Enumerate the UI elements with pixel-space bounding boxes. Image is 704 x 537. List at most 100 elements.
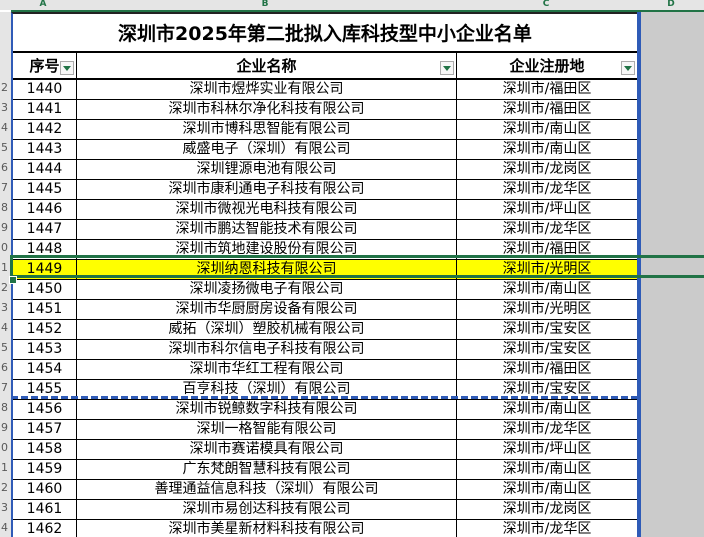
- cell-serial[interactable]: 1449: [13, 260, 77, 279]
- cell-company-name[interactable]: 深圳市华红工程有限公司: [77, 360, 457, 379]
- cell-company-name[interactable]: 深圳市美星新材料科技有限公司: [77, 520, 457, 537]
- header-cell-company-name[interactable]: 企业名称: [77, 53, 457, 78]
- cell-registration-place[interactable]: 深圳市/南山区: [502, 281, 592, 297]
- cell-company-name[interactable]: 深圳一格智能有限公司: [77, 420, 457, 439]
- cell-serial[interactable]: 1448: [13, 240, 77, 259]
- filter-dropdown-button[interactable]: [440, 61, 454, 75]
- cell-registration-place[interactable]: 深圳市/宝安区: [502, 341, 592, 357]
- cell-company-name[interactable]: 深圳锂源电池有限公司: [77, 160, 457, 179]
- cell-serial[interactable]: 1450: [13, 280, 77, 299]
- cell-serial[interactable]: 1440: [13, 80, 77, 99]
- row-header-number[interactable]: 2: [1, 81, 8, 94]
- cell-serial[interactable]: 1457: [13, 420, 77, 439]
- column-letter-d[interactable]: D: [667, 0, 675, 9]
- cell-company-name[interactable]: 深圳市煜烨实业有限公司: [77, 80, 457, 99]
- cell-registration-place[interactable]: 深圳市/福田区: [502, 241, 592, 257]
- cell-serial[interactable]: 1462: [13, 520, 77, 537]
- cell-registration-place[interactable]: 深圳市/南山区: [502, 481, 592, 497]
- cell-registration-place[interactable]: 深圳市/龙华区: [502, 421, 592, 437]
- row-header-number[interactable]: 3: [1, 501, 8, 514]
- cell-company-name[interactable]: 深圳市华厨厨房设备有限公司: [77, 300, 457, 319]
- cell-company-name[interactable]: 善理通益信息科技（深圳）有限公司: [77, 480, 457, 499]
- cell-company-name[interactable]: 深圳市科林尔净化科技有限公司: [77, 100, 457, 119]
- cell-registration-place[interactable]: 深圳市/南山区: [502, 141, 592, 157]
- cell-serial[interactable]: 1459: [13, 460, 77, 479]
- cell-registration-place[interactable]: 深圳市/坪山区: [502, 441, 592, 457]
- cell-registration-place[interactable]: 深圳市/龙岗区: [502, 501, 592, 517]
- cell-serial[interactable]: 1453: [13, 340, 77, 359]
- cell-registration-place[interactable]: 深圳市/光明区: [457, 260, 637, 279]
- row-header-number[interactable]: 9: [1, 221, 8, 234]
- cell-serial[interactable]: 1460: [13, 480, 77, 499]
- cell-registration-place[interactable]: 深圳市/龙华区: [502, 521, 592, 537]
- row-header-number[interactable]: 3: [1, 101, 8, 114]
- sheet-title-cell[interactable]: 深圳市2025年第二批拟入库科技型中小企业名单: [13, 14, 637, 53]
- selection-fill-handle[interactable]: [9, 276, 17, 284]
- cell-company-name[interactable]: 深圳市易创达科技有限公司: [77, 500, 457, 519]
- cell-company-name[interactable]: 深圳市微视光电科技有限公司: [77, 200, 457, 219]
- row-header-number[interactable]: 6: [1, 161, 8, 174]
- cell-registration-place[interactable]: 深圳市/龙岗区: [502, 161, 592, 177]
- cell-registration-place[interactable]: 深圳市/坪山区: [502, 201, 592, 217]
- cell-registration-place[interactable]: 深圳市/龙华区: [502, 221, 592, 237]
- cell-serial[interactable]: 1454: [13, 360, 77, 379]
- cell-serial[interactable]: 1447: [13, 220, 77, 239]
- cell-serial[interactable]: 1446: [13, 200, 77, 219]
- row-header-number[interactable]: 7: [1, 181, 8, 194]
- cell-company-name[interactable]: 威盛电子（深圳）有限公司: [77, 140, 457, 159]
- cell-serial[interactable]: 1455: [13, 380, 77, 399]
- row-header-number[interactable]: 7: [1, 381, 8, 394]
- cell-company-name[interactable]: 威拓（深圳）塑胶机械有限公司: [77, 320, 457, 339]
- row-header-number[interactable]: 5: [1, 341, 8, 354]
- row-header-number[interactable]: 2: [1, 481, 8, 494]
- cell-registration-place[interactable]: 深圳市/福田区: [502, 361, 592, 377]
- cell-registration-place[interactable]: 深圳市/宝安区: [502, 381, 592, 397]
- cell-company-name[interactable]: 广东梵朗智慧科技有限公司: [77, 460, 457, 479]
- column-letter-c[interactable]: C: [542, 0, 550, 9]
- cell-serial[interactable]: 1443: [13, 140, 77, 159]
- row-header-number[interactable]: 4: [1, 521, 8, 534]
- cell-company-name[interactable]: 深圳市科尔信电子科技有限公司: [77, 340, 457, 359]
- cell-serial[interactable]: 1441: [13, 100, 77, 119]
- cell-serial[interactable]: 1442: [13, 120, 77, 139]
- row-header-number[interactable]: 4: [1, 121, 8, 134]
- row-header-number[interactable]: 0: [1, 241, 8, 254]
- cell-company-name[interactable]: 深圳市鹏达智能技术有限公司: [77, 220, 457, 239]
- cell-registration-place[interactable]: 深圳市/福田区: [502, 81, 592, 97]
- cell-registration-place[interactable]: 深圳市/龙华区: [502, 181, 592, 197]
- cell-registration-place[interactable]: 深圳市/南山区: [502, 461, 592, 477]
- row-header-number[interactable]: 6: [1, 361, 8, 374]
- row-header-number[interactable]: 8: [1, 201, 8, 214]
- header-cell-serial[interactable]: 序号: [13, 53, 77, 78]
- row-header-number[interactable]: 3: [1, 301, 8, 314]
- cell-serial[interactable]: 1451: [13, 300, 77, 319]
- header-cell-registration-place[interactable]: 企业注册地: [457, 53, 637, 78]
- cell-registration-place[interactable]: 深圳市/南山区: [502, 401, 592, 417]
- column-letter-b[interactable]: B: [261, 0, 269, 9]
- cell-registration-place[interactable]: 深圳市/南山区: [502, 121, 592, 137]
- cell-serial[interactable]: 1461: [13, 500, 77, 519]
- cell-registration-place[interactable]: 深圳市/光明区: [502, 301, 592, 317]
- cell-serial[interactable]: 1458: [13, 440, 77, 459]
- row-header-number[interactable]: 1: [1, 261, 8, 274]
- cell-company-name[interactable]: 深圳纳恩科技有限公司: [77, 260, 457, 279]
- row-header-number[interactable]: 4: [1, 321, 8, 334]
- row-header-number[interactable]: 1: [1, 461, 8, 474]
- filter-dropdown-button[interactable]: [60, 61, 74, 75]
- cell-registration-place[interactable]: 深圳市/福田区: [502, 101, 592, 117]
- filter-dropdown-button[interactable]: [621, 61, 635, 75]
- cell-company-name[interactable]: 深圳市赛诺模具有限公司: [77, 440, 457, 459]
- cell-company-name[interactable]: 深圳市筑地建设股份有限公司: [77, 240, 457, 259]
- cell-company-name[interactable]: 深圳市锐鲸数字科技有限公司: [77, 400, 457, 419]
- row-header-number[interactable]: 5: [1, 141, 8, 154]
- column-letter-a[interactable]: A: [39, 0, 47, 9]
- cell-company-name[interactable]: 深圳市博科思智能有限公司: [77, 120, 457, 139]
- row-header-number[interactable]: 8: [1, 401, 8, 414]
- row-header-number[interactable]: 9: [1, 421, 8, 434]
- row-header-number[interactable]: 2: [1, 281, 8, 294]
- cell-company-name[interactable]: 深圳市康利通电子科技有限公司: [77, 180, 457, 199]
- cell-company-name[interactable]: 深圳凌扬微电子有限公司: [77, 280, 457, 299]
- cell-serial[interactable]: 1452: [13, 320, 77, 339]
- cell-registration-place[interactable]: 深圳市/宝安区: [502, 321, 592, 337]
- cell-serial[interactable]: 1445: [13, 180, 77, 199]
